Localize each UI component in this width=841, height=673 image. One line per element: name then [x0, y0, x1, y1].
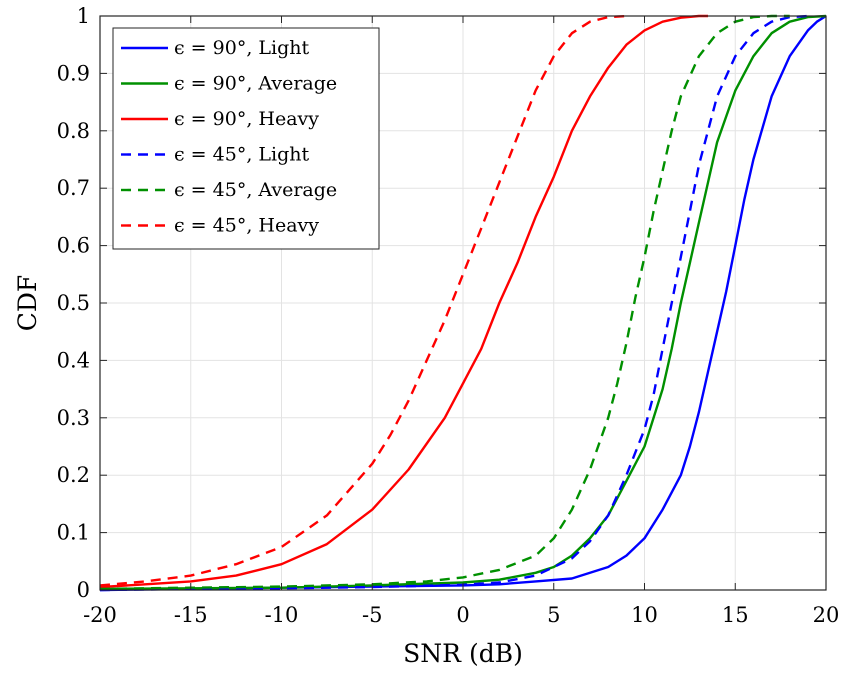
y-axis-label: CDF [13, 275, 42, 332]
legend-label: ϵ = 90°, Average [174, 73, 337, 95]
y-tick-label: 0.1 [57, 521, 90, 545]
y-tick-label: 0.6 [57, 234, 90, 258]
y-tick-label: 1 [77, 4, 90, 28]
x-tick-label: 0 [456, 603, 469, 627]
x-tick-label: 15 [722, 603, 749, 627]
y-tick-label: 0.8 [57, 119, 90, 143]
series-line-6 [99, 14, 627, 587]
legend-label: ϵ = 45°, Light [174, 144, 309, 166]
y-tick-label: 0 [77, 578, 90, 602]
x-tick-label: 10 [631, 603, 658, 627]
y-tick-label: 0.2 [57, 463, 90, 487]
series-line-2 [99, 14, 827, 591]
x-axis-label: SNR (dB) [403, 639, 523, 668]
x-tick-label: -5 [362, 603, 382, 627]
y-tick-label: 0.9 [57, 61, 90, 85]
x-tick-label: -20 [83, 603, 117, 627]
legend-label: ϵ = 45°, Heavy [174, 215, 319, 237]
y-tick-label: 0.5 [57, 291, 90, 315]
x-tick-label: -15 [174, 603, 208, 627]
x-tick-label: -10 [265, 603, 299, 627]
series-line-3 [99, 14, 708, 589]
legend-box [112, 27, 380, 250]
y-tick-label: 0.4 [57, 348, 90, 372]
y-tick-label: 0.7 [57, 176, 90, 200]
x-tick-label: 5 [547, 603, 560, 627]
series-line-5 [99, 14, 790, 591]
legend-label: ϵ = 90°, Heavy [174, 108, 319, 130]
x-tick-label: 20 [813, 603, 840, 627]
axis-ticks: -20 -15 -10 -5 0 5 10 15 20 0 0.1 0.2 0.3 0.4 0.5 0.6 0.… [57, 4, 840, 627]
series-line-1 [99, 14, 827, 592]
legend-label: ϵ = 90°, Light [174, 37, 309, 59]
legend: ϵ = 90°, Light ϵ = 90°, Average ϵ = 90°, H… [112, 27, 380, 250]
y-tick-label: 0.3 [57, 406, 90, 430]
legend-label: ϵ = 45°, Average [174, 179, 337, 201]
